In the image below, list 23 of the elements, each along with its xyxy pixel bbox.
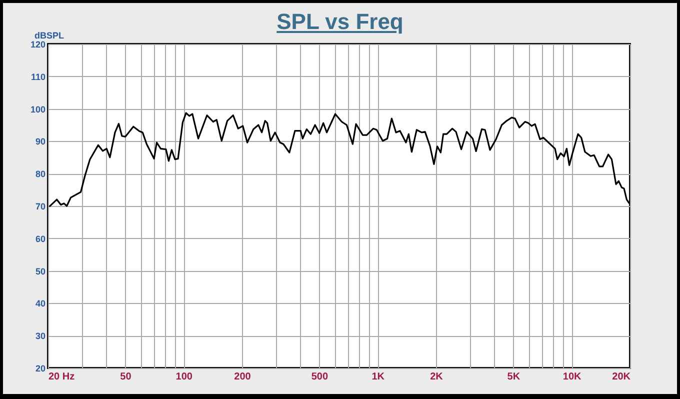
y-tick-label: 30 — [35, 331, 46, 342]
x-tick-label: 5K — [507, 372, 521, 382]
y-tick-label: 110 — [30, 72, 46, 82]
x-tick-label: 20 Hz — [48, 372, 75, 382]
y-tick-label: 60 — [35, 234, 46, 244]
y-tick-label: 20 — [35, 364, 46, 374]
x-tick-label: 500 — [311, 372, 328, 382]
y-tick-label: 90 — [35, 136, 46, 147]
y-tick-label: 100 — [30, 104, 46, 114]
y-tick-label: 50 — [35, 266, 46, 276]
y-tick-label: 70 — [35, 202, 46, 212]
chart-title: SPL vs Freq — [276, 9, 404, 34]
y-tick-label: 80 — [35, 169, 46, 180]
y-tick-label: 120 — [30, 40, 46, 50]
x-tick-label: 10K — [562, 372, 582, 382]
y-tick-label: 40 — [35, 298, 46, 309]
x-tick-label: 50 — [120, 372, 132, 382]
x-tick-label: 1K — [372, 372, 386, 382]
x-tick-label: 100 — [176, 372, 193, 382]
y-axis-title: dBSPL — [34, 30, 65, 40]
x-tick-label: 200 — [234, 372, 252, 382]
x-tick-label: 2K — [430, 372, 444, 382]
x-tick-label: 20K — [612, 372, 632, 382]
